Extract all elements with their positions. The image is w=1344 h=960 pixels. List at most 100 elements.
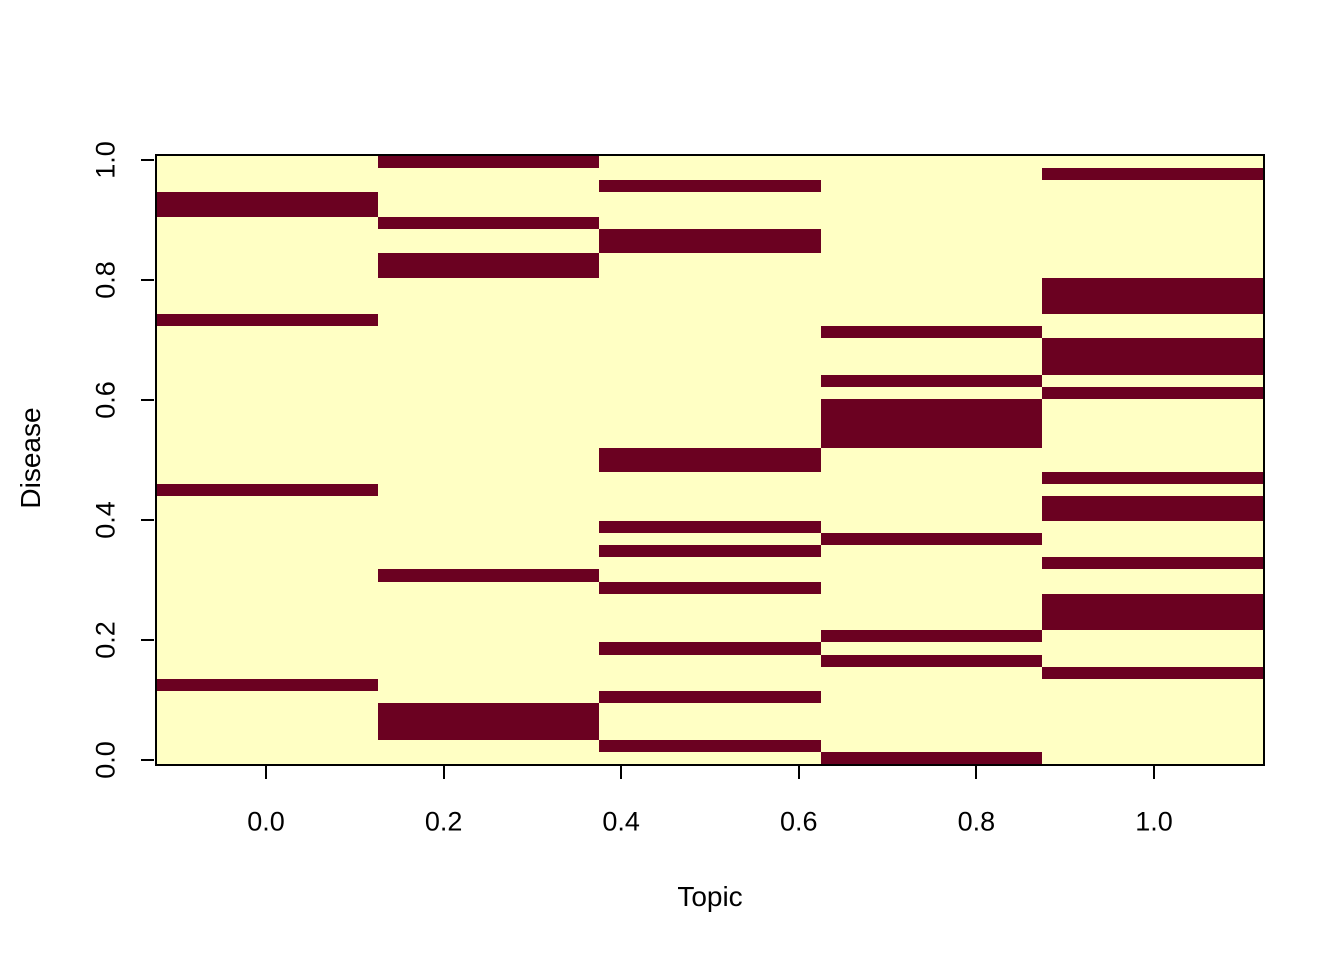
heatmap-cell	[378, 703, 600, 716]
heatmap-cell	[378, 241, 600, 254]
heatmap-cell	[1041, 314, 1263, 327]
heatmap-cell	[378, 642, 600, 655]
heatmap-cell	[378, 678, 600, 692]
heatmap-cell	[1041, 472, 1263, 485]
heatmap-cell	[820, 496, 1042, 509]
heatmap-cell	[599, 508, 821, 521]
heatmap-cell	[157, 387, 379, 400]
heatmap-cell	[157, 605, 379, 619]
heatmap-cell	[378, 715, 600, 728]
heatmap-cell	[1041, 301, 1263, 315]
heatmap-cell	[599, 739, 821, 752]
heatmap-cell	[378, 228, 600, 242]
heatmap-cell	[599, 472, 821, 485]
heatmap-cell	[820, 459, 1042, 473]
y-axis-tick-label: 0.0	[90, 741, 121, 779]
heatmap-cell	[378, 204, 600, 217]
heatmap-cell	[378, 630, 600, 643]
y-axis-tick-label: 0.8	[90, 261, 121, 299]
heatmap-cell	[599, 277, 821, 290]
heatmap-cell	[820, 228, 1042, 242]
heatmap-cell	[599, 228, 821, 242]
y-axis-tick	[141, 518, 154, 521]
heatmap-cell	[1041, 192, 1263, 205]
heatmap-cell	[820, 593, 1042, 606]
heatmap-cell	[820, 192, 1042, 205]
heatmap-cell	[378, 399, 600, 412]
heatmap-cell	[599, 241, 821, 254]
heatmap-cell	[1041, 520, 1263, 533]
heatmap-cell	[1041, 277, 1263, 290]
heatmap-cell	[820, 180, 1042, 193]
heatmap-cell	[820, 265, 1042, 278]
heatmap-cell	[820, 362, 1042, 375]
heatmap-cell	[1041, 423, 1263, 436]
heatmap-cell	[599, 289, 821, 302]
heatmap-cell	[157, 399, 379, 412]
heatmap-cell	[378, 350, 600, 363]
heatmap-cell	[378, 447, 600, 460]
heatmap-cell	[378, 192, 600, 205]
x-axis-title: Topic	[677, 881, 743, 912]
heatmap-cell	[1041, 691, 1263, 704]
heatmap-cell	[599, 362, 821, 375]
heatmap-cell	[378, 532, 600, 546]
heatmap-cell	[157, 314, 379, 327]
heatmap-cell	[378, 387, 600, 400]
heatmap-cell	[599, 642, 821, 655]
heatmap-cell	[1041, 715, 1263, 728]
heatmap-cell	[1041, 666, 1263, 679]
heatmap-cell	[599, 387, 821, 400]
heatmap-cell	[599, 314, 821, 327]
heatmap-cell	[599, 411, 821, 424]
heatmap-cell	[378, 751, 600, 764]
heatmap-cell	[157, 496, 379, 509]
heatmap-cell	[599, 204, 821, 217]
heatmap-cell	[820, 569, 1042, 582]
heatmap-cell	[378, 605, 600, 619]
y-axis-tick	[141, 638, 154, 641]
heatmap-cell	[157, 703, 379, 716]
heatmap-cell	[599, 593, 821, 606]
heatmap-cell	[599, 168, 821, 181]
heatmap-cell	[378, 691, 600, 704]
heatmap-cell	[1041, 338, 1263, 351]
heatmap-cell	[157, 691, 379, 704]
heatmap-cell	[820, 581, 1042, 594]
heatmap-cell	[820, 545, 1042, 558]
heatmap-cell	[820, 241, 1042, 254]
heatmap-cell	[378, 374, 600, 388]
y-axis-tick	[141, 758, 154, 761]
heatmap-cell	[378, 435, 600, 448]
x-axis-tick	[975, 766, 978, 779]
heatmap-cell	[820, 216, 1042, 229]
y-axis-tick-label: 0.6	[90, 381, 121, 419]
heatmap-cell	[378, 508, 600, 521]
heatmap-cell	[157, 520, 379, 533]
heatmap-cell	[820, 435, 1042, 448]
heatmap-cell	[157, 216, 379, 229]
heatmap-cell	[157, 715, 379, 728]
heatmap-cell	[599, 532, 821, 546]
heatmap-cell	[378, 545, 600, 558]
heatmap-cell	[157, 472, 379, 485]
heatmap-cell	[820, 666, 1042, 679]
heatmap-cell	[1041, 168, 1263, 181]
heatmap-cell	[599, 581, 821, 594]
heatmap-cell	[599, 496, 821, 509]
heatmap-cell	[1041, 508, 1263, 521]
heatmap-cell	[820, 338, 1042, 351]
heatmap-cell	[378, 569, 600, 582]
heatmap-cell	[157, 751, 379, 764]
heatmap-cell	[820, 751, 1042, 764]
heatmap-cell	[378, 666, 600, 679]
heatmap-cell	[820, 520, 1042, 533]
heatmap-cell	[157, 204, 379, 217]
heatmap-cell	[378, 168, 600, 181]
heatmap-cell	[599, 192, 821, 205]
heatmap-cell	[378, 472, 600, 485]
heatmap-cell	[599, 180, 821, 193]
x-axis-tick	[797, 766, 800, 779]
heatmap-cell	[599, 374, 821, 388]
heatmap-plot-area	[155, 154, 1265, 766]
